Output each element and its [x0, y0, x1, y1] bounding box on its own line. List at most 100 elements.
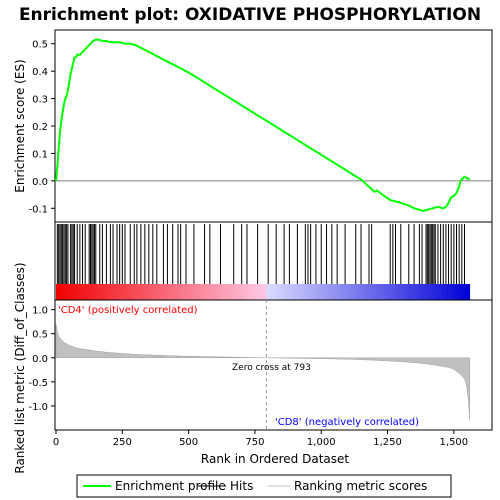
gradient-segment: [152, 284, 157, 300]
gradient-segment: [369, 284, 374, 300]
gradient-segment: [404, 284, 409, 300]
gradient-segment: [235, 284, 240, 300]
gradient-segment: [107, 284, 112, 300]
gradient-segment: [297, 284, 302, 300]
gradient-segment: [149, 284, 153, 300]
gradient-segment: [211, 284, 215, 300]
zero-cross-label: Zero cross at 793: [232, 363, 311, 373]
gradient-segment: [421, 284, 426, 300]
gradient-segment: [387, 284, 391, 300]
gradient-segment: [283, 284, 288, 300]
gradient-segment: [66, 284, 71, 300]
es-panel: -0.1 0.0 0.1 0.2 0.3 0.4 0.5: [28, 38, 492, 215]
gradient-segment: [155, 284, 160, 300]
gradient-segment: [380, 284, 384, 300]
gradient-segment: [228, 284, 233, 300]
metric-y-axis-label: Ranked list metric (Diff_of_Classes): [13, 262, 27, 473]
metric-panel: -1.0 -0.5 0.0 0.5 1.0: [28, 300, 471, 430]
metric-y-tick-label: 1.0: [32, 306, 48, 317]
es-y-tick-label: 0.2: [32, 122, 48, 133]
gradient-segment: [56, 284, 60, 300]
gradient-segment: [121, 284, 126, 300]
metric-y-tick-label: -0.5: [28, 378, 48, 389]
gradient-segment: [349, 284, 353, 300]
gradient-segment: [187, 284, 191, 300]
gradient-segment: [135, 284, 140, 300]
gradient-segment: [97, 284, 102, 300]
gradient-segment: [328, 284, 333, 300]
x-tick-label: 250: [113, 437, 132, 448]
gradient-segment: [128, 284, 133, 300]
chart-title: Enrichment plot: OXIDATIVE PHOSPHORYLATI…: [19, 5, 481, 25]
gradient-segment: [183, 284, 188, 300]
gradient-segment: [221, 284, 226, 300]
x-axis: 0 250 500 750 1,000 1,250 1,500: [53, 430, 468, 448]
x-tick-label: 1,000: [307, 437, 336, 448]
gradient-segment: [245, 284, 250, 300]
gradient-segment: [131, 284, 136, 300]
gradient-segment: [214, 284, 219, 300]
gradient-segment: [169, 284, 174, 300]
gradient-segment: [428, 284, 433, 300]
gradient-segment: [400, 284, 405, 300]
es-y-tick-label: -0.1: [28, 204, 48, 215]
x-tick-label: 1,500: [440, 437, 469, 448]
gradient-segment: [355, 284, 360, 300]
es-y-axis-label: Enrichment score (ES): [13, 59, 27, 192]
gradient-segment: [207, 284, 212, 300]
gradient-segment: [62, 284, 67, 300]
gradient-segment: [435, 284, 440, 300]
gradient-segment: [287, 284, 291, 300]
legend-label: Ranking metric scores: [294, 479, 427, 493]
gradient-segment: [259, 284, 264, 300]
es-y-tick-label: 0.4: [32, 67, 48, 78]
gradient-segment: [345, 284, 350, 300]
gradient-segment: [90, 284, 95, 300]
gradient-segment: [111, 284, 115, 300]
gradient-segment: [252, 284, 257, 300]
gradient-segment: [204, 284, 209, 300]
gradient-segment: [449, 284, 453, 300]
es-line: [55, 38, 471, 213]
gradient-segment: [383, 284, 388, 300]
es-y-tick-label: 0.5: [32, 40, 48, 51]
hits-panel: [56, 224, 465, 284]
gradient-segment: [276, 284, 281, 300]
gradient-segment: [397, 284, 402, 300]
es-y-tick-label: 0.0: [32, 177, 48, 188]
gradient-segment: [393, 284, 398, 300]
gradient-segment: [407, 284, 412, 300]
gradient-segment: [200, 284, 205, 300]
gradient-segment: [80, 284, 84, 300]
gradient-segment: [321, 284, 326, 300]
gradient-segment: [118, 284, 122, 300]
gradient-segment: [376, 284, 381, 300]
x-axis-label: Rank in Ordered Dataset: [201, 452, 349, 466]
gradient-segment: [145, 284, 150, 300]
gradient-segment: [93, 284, 98, 300]
gradient-segment: [180, 284, 184, 300]
metric-area: [55, 324, 471, 421]
es-y-tick-label: 0.1: [32, 149, 48, 160]
gradient-segment: [266, 284, 271, 300]
gradient-segment: [142, 284, 146, 300]
gradient-segment: [124, 284, 129, 300]
gradient-segment: [162, 284, 167, 300]
gradient-segment: [176, 284, 181, 300]
gradient-segment: [362, 284, 367, 300]
gradient-segment: [197, 284, 202, 300]
gradient-segment: [73, 284, 77, 300]
gradient-segment: [452, 284, 457, 300]
gradient-segment: [314, 284, 319, 300]
gradient-segment: [342, 284, 346, 300]
gradient-segment: [87, 284, 91, 300]
gradient-segment: [442, 284, 446, 300]
gradient-segment: [231, 284, 236, 300]
gradient-segment: [462, 284, 467, 300]
es-y-tick-label: 0.3: [32, 95, 48, 106]
gradient-segment: [173, 284, 177, 300]
gradient-segment: [273, 284, 277, 300]
metric-y-tick-label: 0.0: [32, 354, 48, 365]
gradient-segment: [193, 284, 198, 300]
metric-y-tick-label: -1.0: [28, 402, 48, 413]
